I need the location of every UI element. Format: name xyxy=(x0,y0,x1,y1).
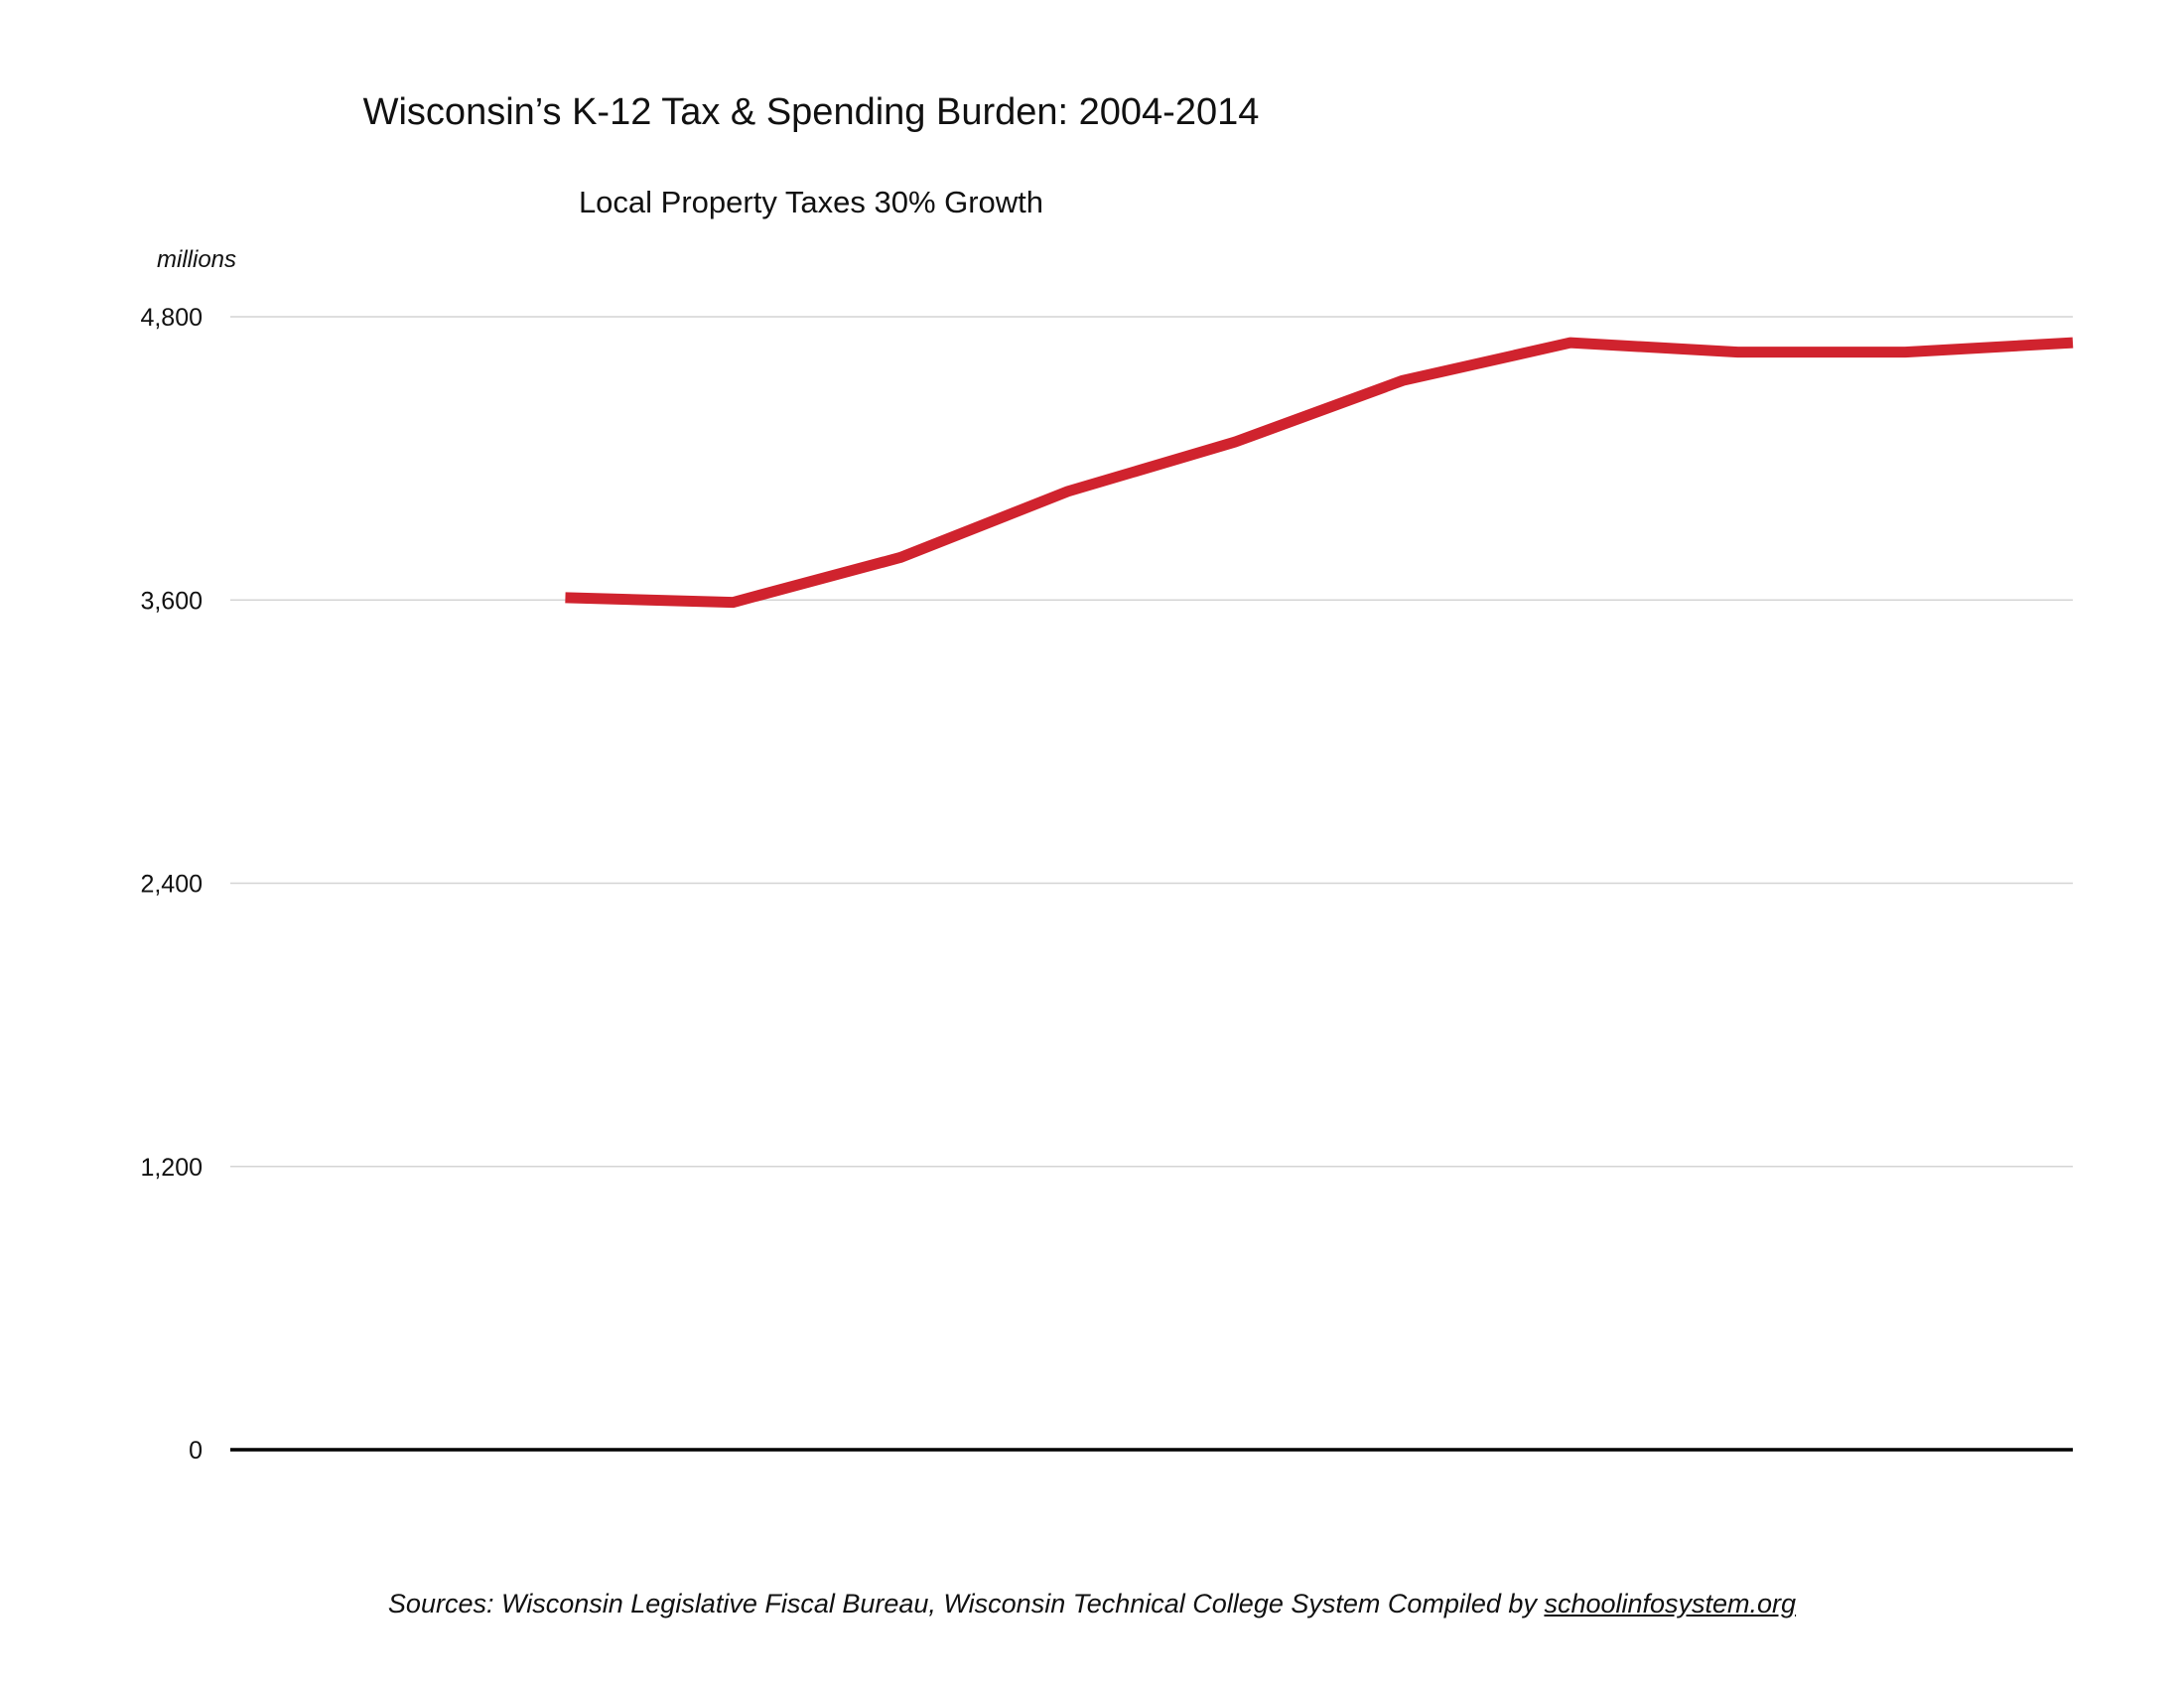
chart-subtitle: Local Property Taxes 30% Growth xyxy=(578,185,1044,219)
gridlines xyxy=(230,316,2073,1452)
data-series xyxy=(565,337,2074,609)
series-line xyxy=(565,337,2074,609)
y-tick-label: 1,200 xyxy=(140,1154,203,1182)
y-axis-tick-labels: 0 1,200 2,400 3,600 4,800 xyxy=(140,304,203,1465)
y-tick-label: 0 xyxy=(189,1437,203,1465)
sources-text: Sources: Wisconsin Legislative Fiscal Bu… xyxy=(387,1589,1545,1618)
compiled-by-link[interactable]: schoolinfosystem.org xyxy=(1544,1589,1797,1618)
y-tick-label: 3,600 xyxy=(140,587,203,615)
y-axis-unit-label: millions xyxy=(157,246,237,273)
y-tick-label: 4,800 xyxy=(140,304,203,332)
y-tick-label: 2,400 xyxy=(140,871,203,899)
line-chart: 0 1,200 2,400 3,600 4,800 xyxy=(140,304,2074,1465)
source-footer: Sources: Wisconsin Legislative Fiscal Bu… xyxy=(0,1589,2184,1619)
chart-title: Wisconsin’s K-12 Tax & Spending Burden: … xyxy=(362,91,1260,133)
